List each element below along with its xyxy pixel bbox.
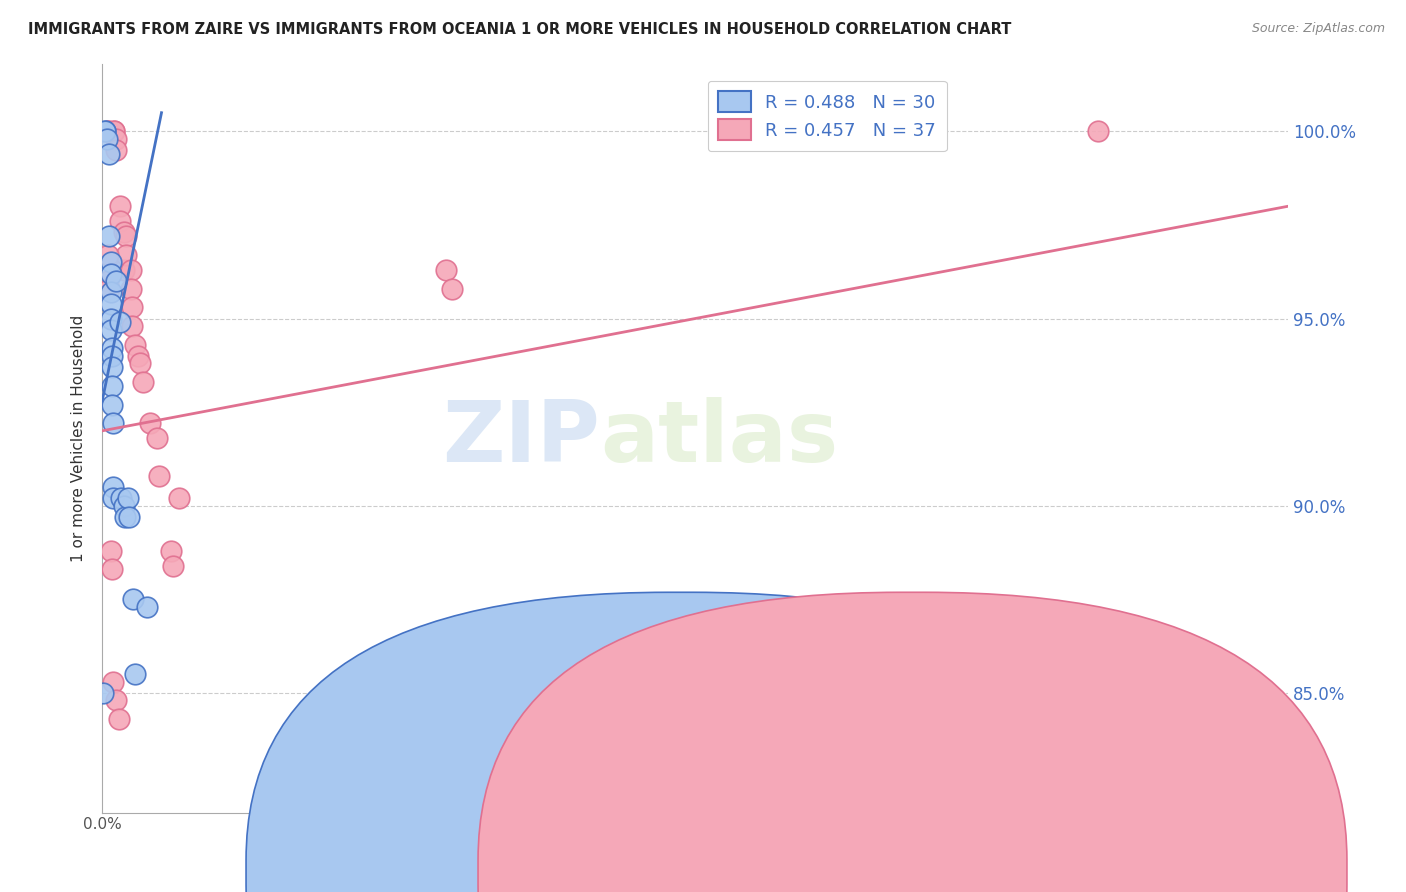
Point [100, 543, 122, 558]
Point [101, 417, 124, 431]
Point [121, 319, 143, 334]
Point [100, 562, 122, 576]
Point [1087, 124, 1109, 138]
Point [100, 255, 122, 269]
Point [97, 274, 120, 288]
Point [97, 248, 120, 262]
Point [138, 417, 160, 431]
Point [121, 301, 143, 315]
Point [105, 143, 128, 157]
Point [108, 214, 131, 228]
Y-axis label: 1 or more Vehicles in Household: 1 or more Vehicles in Household [72, 315, 86, 562]
Point [101, 674, 124, 689]
Point [100, 379, 122, 393]
Point [434, 263, 457, 277]
Point [112, 263, 135, 277]
Point [120, 263, 142, 277]
Point [101, 491, 124, 505]
Point [97, 124, 120, 138]
Point [101, 480, 124, 494]
Point [131, 375, 153, 389]
Text: ZIP: ZIP [443, 397, 600, 480]
Point [105, 132, 128, 146]
Point [148, 468, 170, 483]
Point [97, 124, 120, 138]
Text: Immigrants from Oceania: Immigrants from Oceania [935, 865, 1130, 880]
Point [100, 296, 122, 310]
Point [117, 491, 139, 505]
Point [440, 282, 463, 296]
Point [145, 431, 167, 445]
Text: atlas: atlas [600, 397, 838, 480]
Point [115, 248, 138, 262]
Legend: R = 0.488   N = 30, R = 0.457   N = 37: R = 0.488 N = 30, R = 0.457 N = 37 [707, 80, 948, 151]
Point [122, 592, 145, 607]
Point [110, 491, 132, 505]
Point [105, 274, 128, 288]
Point [124, 337, 146, 351]
Point [105, 693, 128, 707]
Point [98, 147, 121, 161]
Point [103, 124, 125, 138]
Point [120, 282, 142, 296]
Point [100, 398, 122, 412]
Point [136, 599, 159, 614]
Point [108, 199, 131, 213]
Point [100, 267, 122, 281]
Point [100, 285, 122, 300]
Point [98, 229, 121, 244]
Text: Immigrants from Zaire: Immigrants from Zaire [703, 865, 876, 880]
Point [98, 282, 121, 296]
Point [100, 323, 122, 337]
Point [169, 491, 191, 505]
Point [112, 226, 135, 240]
Point [160, 543, 183, 558]
Point [93, 686, 115, 700]
Point [108, 315, 131, 329]
Point [112, 499, 135, 513]
Point [127, 349, 149, 363]
Point [118, 509, 141, 524]
Point [93, 124, 115, 138]
Point [96, 132, 118, 146]
Point [124, 667, 146, 681]
Text: Source: ZipAtlas.com: Source: ZipAtlas.com [1251, 22, 1385, 36]
Point [103, 124, 125, 138]
Point [108, 712, 131, 726]
Point [114, 509, 136, 524]
Point [115, 229, 138, 244]
Text: IMMIGRANTS FROM ZAIRE VS IMMIGRANTS FROM OCEANIA 1 OR MORE VEHICLES IN HOUSEHOLD: IMMIGRANTS FROM ZAIRE VS IMMIGRANTS FROM… [28, 22, 1011, 37]
Point [100, 342, 122, 356]
Point [100, 360, 122, 375]
Point [129, 356, 152, 370]
Point [100, 311, 122, 326]
Point [100, 349, 122, 363]
Point [162, 558, 184, 573]
Point [93, 124, 115, 138]
